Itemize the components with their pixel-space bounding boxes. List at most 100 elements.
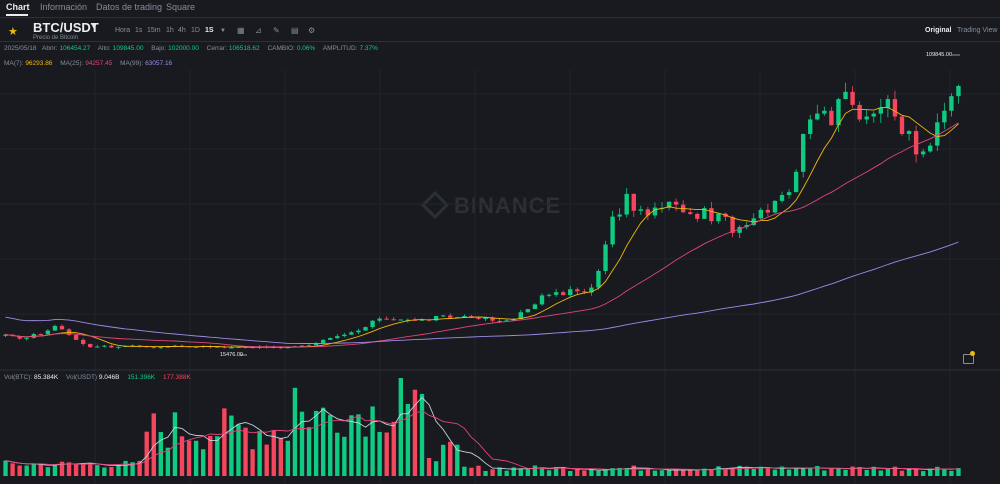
draw-tools-icon[interactable]: ✎ (273, 26, 280, 35)
volume-bar (624, 467, 629, 476)
timeframe-4h[interactable]: 4h (178, 27, 186, 34)
volume-bar (433, 461, 439, 476)
volume-bar (476, 465, 481, 476)
indicators-icon[interactable]: ⊿ (255, 26, 262, 35)
star-icon[interactable]: ★ (8, 26, 18, 38)
volume-bar (779, 466, 785, 476)
volume-bar (109, 467, 114, 476)
volume-bar (384, 432, 389, 476)
timeframe-1s[interactable]: 1s (135, 27, 143, 34)
chart-type-icon[interactable]: ▦ (237, 26, 245, 35)
volume-bar (730, 468, 735, 476)
volume-bar (24, 465, 29, 476)
tab-chart[interactable]: Chart (6, 2, 30, 12)
timeframe-1s-week[interactable]: 1S (205, 27, 214, 34)
volume-bar (772, 469, 778, 476)
chevron-down-icon[interactable]: ▼ (220, 28, 226, 34)
timeframe-1h[interactable]: 1h (166, 27, 174, 34)
open-label: Abrir: (42, 45, 58, 52)
volume-bar (568, 471, 573, 476)
volume-bar (3, 460, 8, 476)
candle-body (88, 343, 93, 348)
volume-bar (328, 415, 333, 476)
tab-datos-de-trading[interactable]: Datos de trading (96, 2, 163, 12)
candle-body (95, 346, 100, 348)
tab-square[interactable]: Square (166, 2, 196, 12)
volume-bar (363, 436, 368, 476)
volume-bar (66, 462, 72, 476)
volume-bar (116, 465, 121, 476)
candle-body (864, 116, 869, 120)
candle-body (560, 292, 566, 296)
candle-body (38, 334, 44, 336)
volume-bar (836, 468, 841, 476)
candle-body (398, 319, 404, 321)
timeframe-15m[interactable]: 15m (147, 27, 161, 34)
candle-body (610, 216, 615, 245)
volume-bar (440, 444, 446, 476)
volume-bar (186, 440, 192, 476)
candle-body (342, 334, 347, 337)
layout-icon[interactable]: ▤ (291, 26, 299, 35)
volume-bar (949, 470, 954, 476)
candle-body (299, 345, 305, 347)
candle-body (638, 209, 644, 211)
volume-bar (17, 465, 22, 476)
candle-body (843, 91, 848, 100)
volume-bar (278, 437, 284, 476)
volume-bar (525, 469, 531, 476)
volume-bar (38, 463, 44, 476)
volume-bar (426, 458, 432, 476)
view-original[interactable]: Original (925, 27, 952, 34)
candle-body (59, 325, 65, 330)
open-value: 106454.27 (59, 45, 91, 52)
candle-body (448, 315, 453, 318)
volume-bar (215, 436, 220, 476)
volume-bar (596, 470, 601, 476)
candle-body (313, 343, 319, 346)
volume-bar (800, 468, 806, 476)
timeframe-hora[interactable]: Hora (115, 27, 131, 34)
candle-body (45, 330, 51, 335)
ma25-value: 94257.45 (85, 60, 113, 67)
candle-body (504, 320, 509, 322)
candle-body (695, 213, 700, 219)
volume-bar (229, 415, 234, 476)
volume-bar (758, 466, 764, 476)
timeframe-1d[interactable]: 1D (191, 27, 200, 34)
view-trading-view[interactable]: Trading View (957, 27, 998, 34)
tab-informacion[interactable]: Información (40, 2, 88, 12)
candle-body (320, 339, 326, 344)
vol-btc-value: 85.384K (33, 374, 59, 381)
screenshot-icon[interactable] (963, 354, 974, 364)
volume-bar (31, 463, 36, 476)
pair-subtitle[interactable]: Precio de Bitcoin (33, 35, 79, 41)
low-price-annotation: 15476.00 (220, 352, 243, 358)
volume-bar (52, 465, 58, 476)
volume-bar (95, 465, 100, 476)
volume-bar (250, 449, 255, 476)
volume-bar (88, 463, 93, 476)
candle-body (165, 346, 171, 348)
volume-bar (236, 424, 241, 476)
candle-body (688, 212, 693, 214)
candle-body (109, 345, 114, 348)
caret-down-icon[interactable]: ▼ (90, 22, 98, 31)
high-label: Alto: (97, 45, 111, 52)
volume-bar (271, 430, 276, 476)
ma99-line (5, 241, 959, 344)
high-price-annotation: 109845.00 (926, 52, 952, 58)
pair-selector[interactable]: BTC/USDT (33, 20, 99, 35)
volume-bar (942, 469, 947, 476)
volume-bar (956, 468, 961, 476)
candle-body (476, 317, 481, 319)
candle-body (568, 289, 573, 296)
settings-icon[interactable]: ⚙ (308, 26, 316, 35)
volume-bar (935, 466, 940, 476)
volume-bar (864, 469, 869, 476)
volume-bar (539, 467, 545, 476)
candle-body (419, 319, 425, 321)
volume-bar (469, 467, 474, 476)
volume-bar (751, 468, 756, 476)
